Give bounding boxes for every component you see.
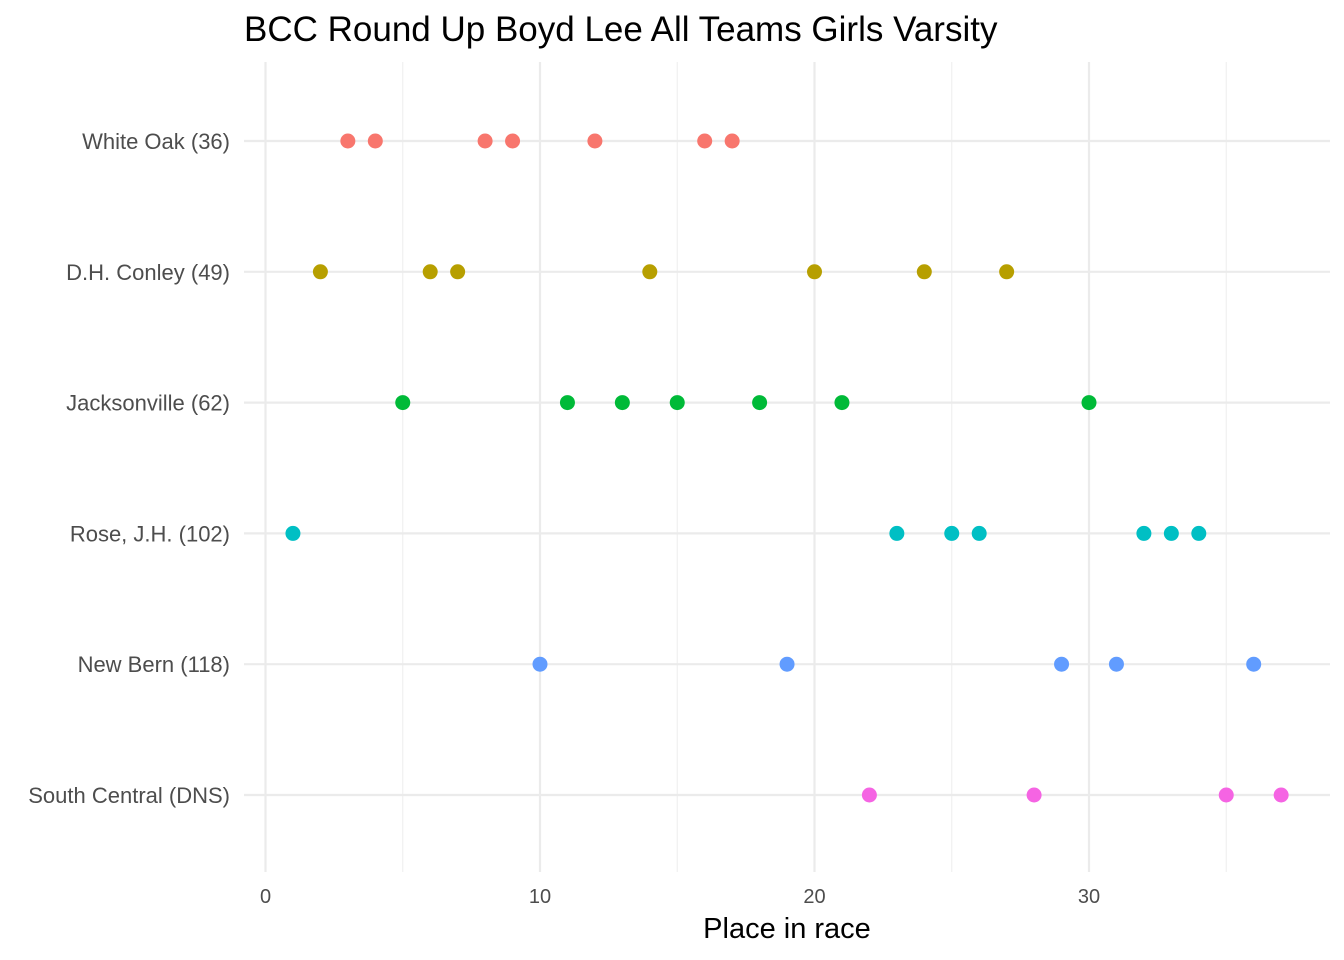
data-point <box>669 395 685 411</box>
data-point <box>834 395 850 411</box>
data-point <box>1273 787 1289 803</box>
data-point <box>916 264 932 280</box>
data-points <box>285 133 1289 803</box>
data-point <box>614 395 630 411</box>
data-point <box>642 264 658 280</box>
data-point <box>477 133 493 149</box>
data-point <box>752 395 768 411</box>
y-axis-labels: White Oak (36) D.H. Conley (49) Jacksonvil… <box>28 129 230 808</box>
data-point <box>1191 525 1207 541</box>
data-point <box>779 656 795 672</box>
x-tick-label: 20 <box>803 886 825 908</box>
x-tick-label: 10 <box>529 886 551 908</box>
data-point <box>505 133 521 149</box>
data-point <box>559 395 575 411</box>
data-point <box>532 656 548 672</box>
data-point <box>450 264 466 280</box>
y-axis-label: Jacksonville (62) <box>66 391 230 416</box>
data-point <box>1136 525 1152 541</box>
data-point <box>999 264 1015 280</box>
x-tick-label: 0 <box>260 886 271 908</box>
data-point <box>1163 525 1179 541</box>
data-point <box>724 133 740 149</box>
data-point <box>861 787 877 803</box>
data-point <box>1054 656 1070 672</box>
data-point <box>889 525 905 541</box>
data-point <box>1026 787 1042 803</box>
major-gridlines <box>244 62 1330 872</box>
data-point <box>1108 656 1124 672</box>
data-point <box>807 264 822 280</box>
y-axis-label: Rose, J.H. (102) <box>70 521 230 546</box>
data-point <box>395 395 411 411</box>
data-point <box>944 525 960 541</box>
x-tick-label: 30 <box>1078 886 1100 908</box>
data-point <box>1246 656 1262 672</box>
data-point <box>697 133 713 149</box>
data-point <box>340 133 356 149</box>
data-point <box>312 264 328 280</box>
data-point <box>285 525 301 541</box>
y-axis-label: D.H. Conley (49) <box>66 260 230 285</box>
data-point <box>367 133 383 149</box>
data-point <box>587 133 603 149</box>
data-point <box>1218 787 1234 803</box>
x-axis-tick-labels: 0 10 20 30 <box>260 886 1100 908</box>
y-axis-label: South Central (DNS) <box>28 783 230 808</box>
data-point <box>422 264 438 280</box>
y-axis-label: New Bern (118) <box>78 652 230 677</box>
x-axis-label: Place in race <box>703 913 871 945</box>
chart-title: BCC Round Up Boyd Lee All Teams Girls Va… <box>244 10 998 49</box>
data-point <box>1081 395 1097 411</box>
minor-gridlines <box>402 62 1227 872</box>
data-point <box>971 525 987 541</box>
y-axis-label: White Oak (36) <box>82 129 230 154</box>
